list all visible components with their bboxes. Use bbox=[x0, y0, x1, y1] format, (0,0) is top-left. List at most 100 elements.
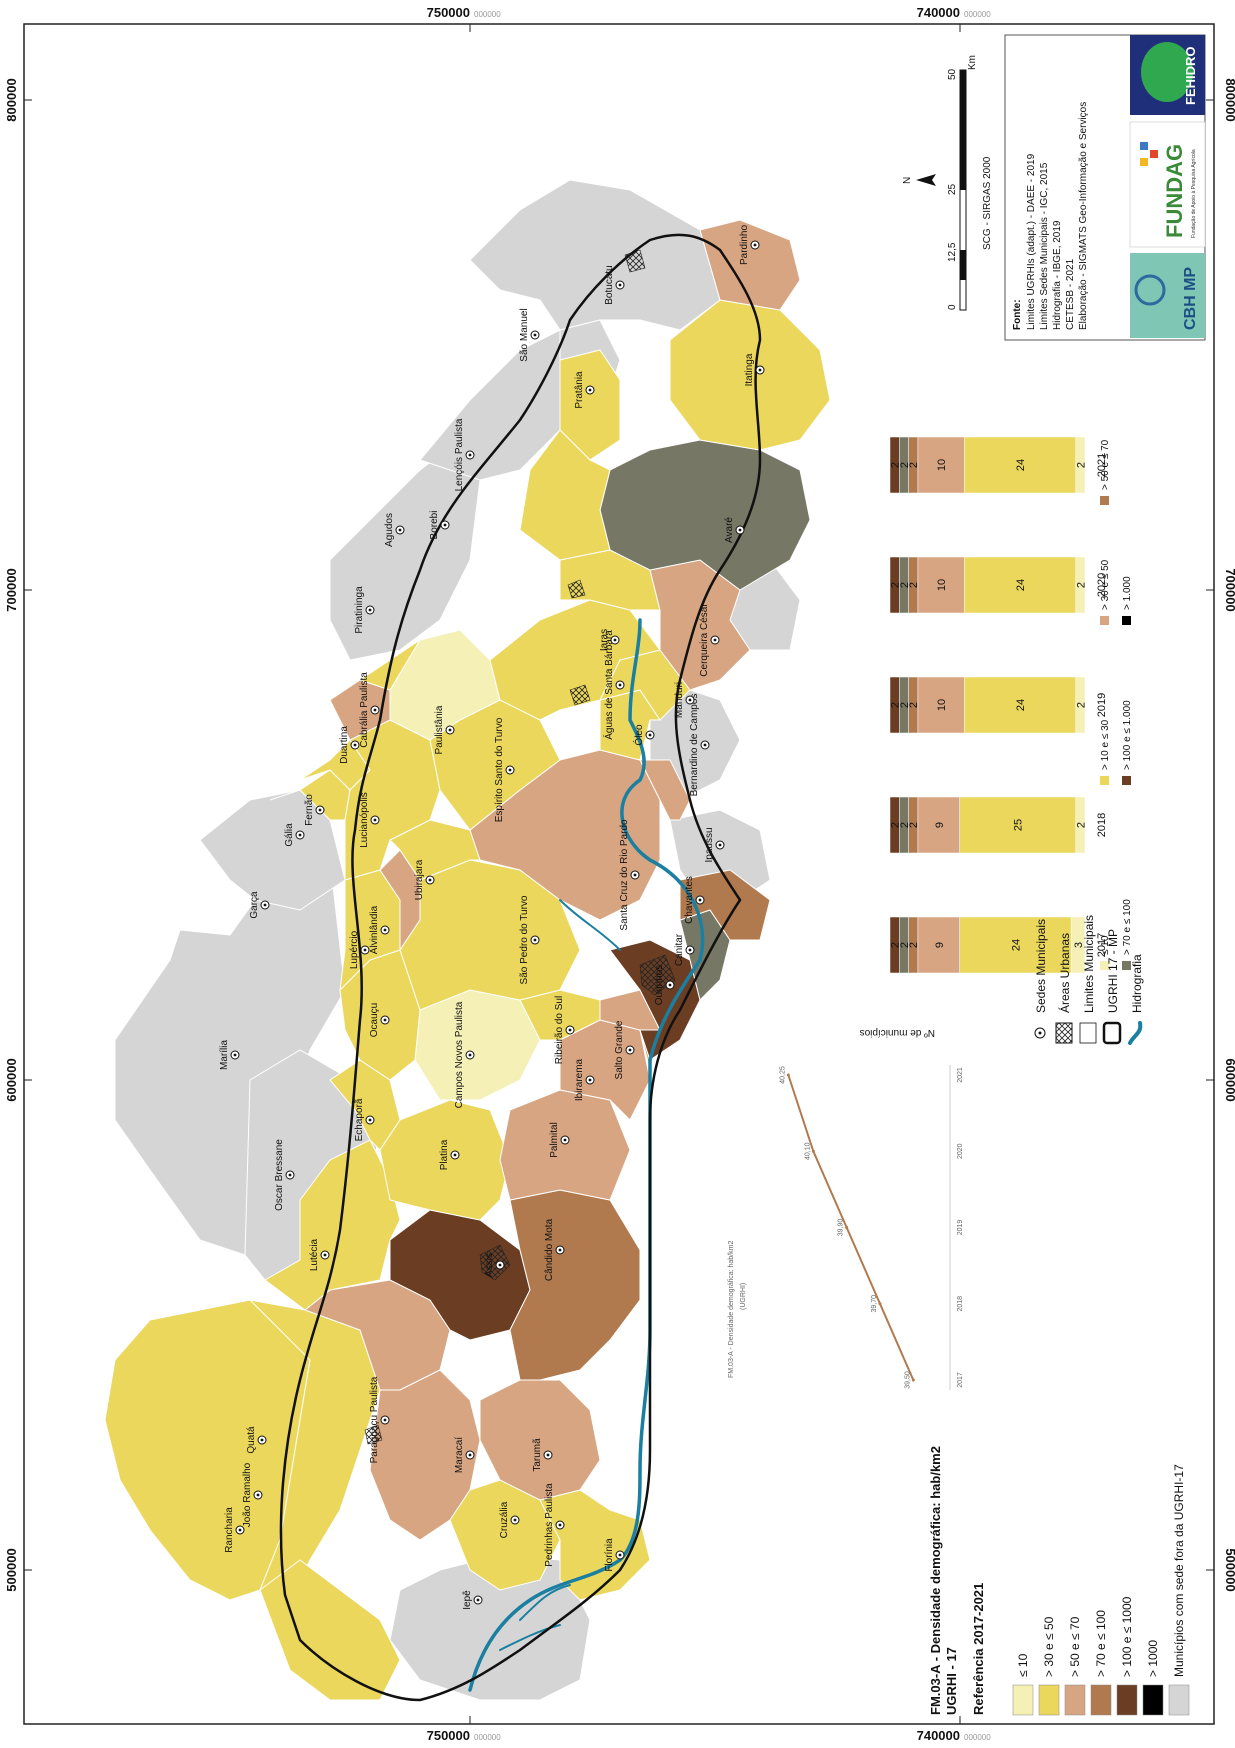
municipality-label: Avaré bbox=[724, 517, 735, 543]
seat-center-icon bbox=[698, 898, 702, 902]
class-swatch bbox=[1064, 1684, 1086, 1716]
municipality-label: Ipaussu bbox=[704, 827, 715, 862]
line-category-label: 2021 bbox=[957, 1067, 964, 1083]
fundag-label: FUNDAG bbox=[1162, 144, 1187, 238]
coord-left-2: 700000 bbox=[4, 568, 19, 611]
bar-legend-label: > 30 e ≤ 50 bbox=[1100, 559, 1111, 610]
municipality-label: Itatinga bbox=[744, 353, 755, 386]
class-label: > 1000 bbox=[1146, 1640, 1160, 1677]
municipality-label: Campos Novos Paulista bbox=[454, 1001, 465, 1108]
bar-value-label: 2 bbox=[890, 702, 902, 708]
seat-center-icon bbox=[383, 1418, 387, 1422]
municipality-label: Manduri bbox=[674, 682, 685, 718]
municipality-seat: Cândido Mota bbox=[544, 1218, 565, 1281]
river-pardo bbox=[559, 899, 621, 951]
municipality-seat: Avaré bbox=[724, 517, 745, 543]
line-category-label: 2017 bbox=[957, 1372, 964, 1388]
municipality-label: Platina bbox=[439, 1139, 450, 1170]
north-arrow: N bbox=[902, 174, 936, 186]
seat-center-icon bbox=[468, 1053, 472, 1057]
seat-center-icon bbox=[453, 1153, 457, 1157]
municipality-label: Pedrinhas Paulista bbox=[544, 1483, 555, 1567]
municipality-seat: Rancharia bbox=[224, 1507, 245, 1553]
line-point bbox=[811, 1149, 815, 1153]
seat-center-icon bbox=[263, 903, 267, 907]
seat-center-icon bbox=[513, 1518, 517, 1522]
region-botucatu bbox=[469, 179, 721, 331]
urban-paraguacu bbox=[364, 1424, 383, 1445]
seat-center-icon bbox=[428, 878, 432, 882]
municipality-seat: Tarumã bbox=[532, 1438, 553, 1472]
municipality-label: Florínia bbox=[604, 1538, 615, 1572]
municipality-seat: João Ramalho bbox=[242, 1462, 263, 1527]
river-trib-2 bbox=[519, 1584, 571, 1621]
bar-value-label: 25 bbox=[1013, 819, 1025, 831]
seat-center-icon bbox=[288, 1173, 292, 1177]
municipality-seat: Alvinlândia bbox=[369, 905, 390, 954]
sources-line-1: Limites UGRHIs (adapt.) - DAEE - 2019 bbox=[1026, 153, 1037, 330]
municipality-label: Pardinho bbox=[739, 225, 750, 265]
bar-legend-swatch bbox=[1100, 616, 1109, 625]
region-paulistania bbox=[389, 629, 501, 741]
coord-bottom-2-suffix: 000000 bbox=[964, 1733, 991, 1742]
symbol-label: Hidrografia bbox=[1130, 954, 1144, 1013]
municipality-seat: Campos Novos Paulista bbox=[454, 1001, 475, 1108]
bar-value-label: 2 bbox=[1075, 702, 1087, 708]
bar-category-label: 2019 bbox=[1096, 693, 1108, 717]
bar-value-label: 10 bbox=[936, 579, 948, 591]
seat-center-icon bbox=[688, 698, 692, 702]
seat-center-icon bbox=[618, 683, 622, 687]
bar-segment bbox=[959, 916, 1072, 974]
bar-value-label: 2 bbox=[899, 462, 911, 468]
seat-center-icon bbox=[558, 1523, 562, 1527]
bar-segment bbox=[964, 676, 1076, 734]
seat-center-icon bbox=[260, 1438, 264, 1442]
municipality-seat: Paraguaçu Paulista bbox=[369, 1376, 390, 1463]
class-label: > 100 e ≤ 1000 bbox=[1120, 1596, 1134, 1677]
bar-chart-legend: ≤ 10 > 10 e ≤ 30 > 30 e ≤ 50 > 50 e ≤ 70 > 7… bbox=[1100, 439, 1133, 970]
cbh-logo-bg bbox=[1130, 253, 1205, 338]
bar-value-label: 2 bbox=[908, 582, 920, 588]
municipality-label: Salto Grande bbox=[614, 1020, 625, 1079]
municipality-seat: Borebi bbox=[429, 511, 450, 539]
bar-chart-ylabel: Nº de municípios bbox=[860, 1027, 935, 1038]
bar-segment bbox=[889, 676, 900, 734]
municipality-label: Marília bbox=[219, 1040, 230, 1070]
seat-center-icon bbox=[753, 243, 757, 247]
bar-value-label: 2 bbox=[890, 942, 902, 948]
municipality-seat: São Manuel bbox=[519, 308, 540, 362]
municipality-label: Óleo bbox=[632, 724, 645, 746]
urban-assis bbox=[479, 1244, 511, 1281]
municipality-label: Paulistânia bbox=[434, 705, 445, 754]
region-palmital bbox=[499, 1089, 631, 1201]
class-swatch bbox=[1090, 1684, 1112, 1716]
scale-tick-1: 12,5 bbox=[947, 242, 958, 262]
symbol-legend: Sedes Municipais Áreas Urbanas Limites Mun… bbox=[1034, 915, 1144, 1045]
municipality-seat: Pedrinhas Paulista bbox=[544, 1483, 565, 1567]
seat-center-icon bbox=[383, 1018, 387, 1022]
municipality-label: Alvinlândia bbox=[369, 905, 380, 954]
municipality-label: Quatá bbox=[246, 1426, 257, 1454]
bar-value-label: 2 bbox=[890, 462, 902, 468]
municipality-seat: Cabrália Paulista bbox=[359, 672, 380, 748]
seat-center-icon bbox=[373, 818, 377, 822]
bar-segment bbox=[917, 796, 960, 854]
municipality-seat: Pratânia bbox=[574, 371, 595, 409]
coord-right-4: 500000 bbox=[1223, 1548, 1235, 1591]
seat-center-icon bbox=[323, 1253, 327, 1257]
seat-center-icon bbox=[558, 1248, 562, 1252]
coord-bottom-1-suffix: 000000 bbox=[474, 1733, 501, 1742]
municipality-label: Cândido Mota bbox=[544, 1218, 555, 1281]
seat-center-icon bbox=[618, 283, 622, 287]
region-florinia bbox=[539, 1489, 651, 1601]
seat-center-icon bbox=[588, 1078, 592, 1082]
municipality-label: São Manuel bbox=[519, 308, 530, 361]
bar-segment bbox=[889, 556, 900, 614]
municipality-seat: Ocauçu bbox=[369, 1003, 390, 1037]
cbh-label: CBH MP bbox=[1182, 267, 1199, 330]
seat-center-icon bbox=[353, 743, 357, 747]
map-subtitle: UGRHI - 17 bbox=[944, 1647, 959, 1715]
urban-iaras bbox=[567, 579, 586, 599]
